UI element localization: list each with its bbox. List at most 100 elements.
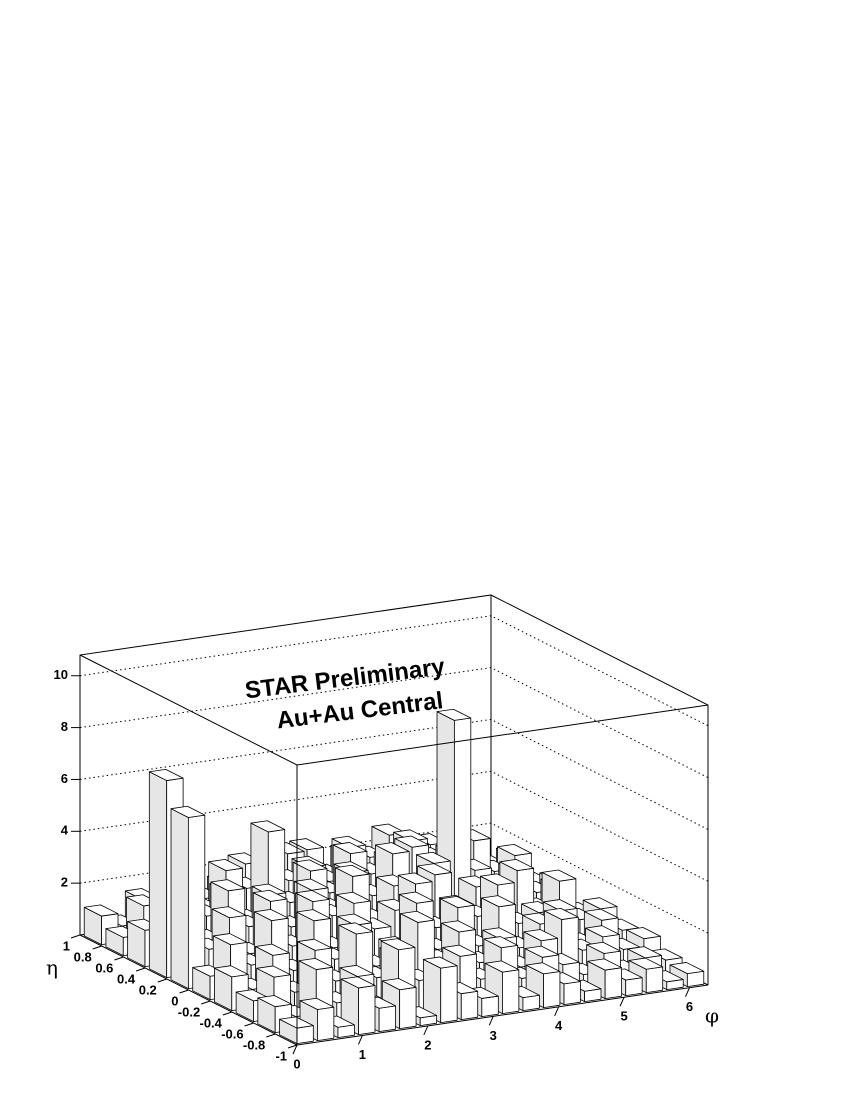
y-axis-label: η <box>46 956 58 980</box>
bar-top <box>481 895 516 908</box>
bar-top <box>340 976 376 989</box>
y-tick <box>222 1011 233 1016</box>
bar-top <box>394 835 429 848</box>
x-tick-label: 4 <box>555 1018 563 1033</box>
bar-top <box>626 927 661 940</box>
bar-front <box>317 1006 335 1042</box>
bar-top <box>524 945 560 958</box>
grid-line <box>79 667 709 779</box>
x-tick <box>292 1044 298 1055</box>
bar-top <box>417 863 452 876</box>
bar-top <box>253 908 289 922</box>
bar-top <box>484 960 520 973</box>
bar-top <box>381 978 417 991</box>
bar-top <box>440 895 475 908</box>
bar-top <box>587 958 623 971</box>
bar-top <box>628 957 664 970</box>
bar-front <box>625 977 643 996</box>
grid-line <box>79 822 709 934</box>
bar-top <box>398 891 434 904</box>
bar <box>170 805 206 990</box>
bar-top <box>480 873 515 886</box>
bar-side <box>170 808 189 990</box>
bar-front <box>358 985 376 1036</box>
bar-top <box>627 946 662 959</box>
bar-top <box>295 890 330 903</box>
x-tick <box>488 1016 494 1026</box>
bar-top <box>482 927 517 940</box>
bar-top <box>397 872 433 885</box>
bar-top <box>543 907 579 920</box>
bar-top <box>335 864 370 877</box>
y-tick-label: -0.8 <box>243 1037 265 1052</box>
bar-top <box>337 913 372 926</box>
bar-top <box>297 938 332 951</box>
frame <box>70 654 709 1055</box>
bar-top <box>400 910 435 923</box>
bar-top <box>416 851 451 864</box>
y-tick-label: 1 <box>63 938 70 953</box>
bar-top <box>393 829 428 842</box>
bar-top <box>523 929 559 942</box>
x-tick-label: 5 <box>620 1009 627 1024</box>
y-tick <box>92 945 102 950</box>
bar-front <box>563 981 581 1005</box>
y-tick <box>244 1022 254 1027</box>
bar <box>422 956 458 1024</box>
bar-top <box>289 838 324 851</box>
x-tick <box>554 1006 560 1017</box>
x-tick <box>619 997 625 1007</box>
bar-top <box>298 957 334 970</box>
bar-front <box>604 967 623 1000</box>
y-tick-label: 0.2 <box>139 982 157 997</box>
y-tick <box>287 1044 298 1049</box>
bar-front <box>543 971 561 1008</box>
bar <box>279 1016 314 1045</box>
z-tick-label: 8 <box>61 719 68 734</box>
bar-top <box>339 964 375 977</box>
bar-top <box>585 925 620 938</box>
y-tick <box>266 1033 276 1038</box>
bar-top <box>208 858 243 871</box>
y-tick-label: 0.6 <box>95 960 113 975</box>
x-tick <box>423 1025 429 1036</box>
z-tick-label: 6 <box>61 771 68 786</box>
x-tick-label: 2 <box>424 1037 431 1052</box>
bar-front <box>481 995 499 1018</box>
z-tick-label: 10 <box>54 667 68 682</box>
bar-top <box>292 859 328 872</box>
grid-line <box>79 718 709 830</box>
grid-line <box>79 615 709 727</box>
y-tick-label: -0.2 <box>178 1004 200 1019</box>
bar-front <box>460 990 479 1021</box>
bar-front <box>502 969 520 1014</box>
x-tick <box>685 987 690 997</box>
bar-top <box>338 922 374 935</box>
bar-top <box>279 1016 314 1029</box>
bar-top <box>210 879 246 892</box>
bar-top <box>422 956 458 969</box>
bar-side <box>148 771 168 979</box>
bar <box>669 962 705 987</box>
bar-top <box>586 941 621 954</box>
x-axis <box>296 984 709 1046</box>
bar-top <box>442 944 478 957</box>
bar-top <box>497 843 532 856</box>
bar-top <box>483 936 519 949</box>
bar-top <box>380 938 416 951</box>
bar-top <box>255 943 290 956</box>
x-tick-label: 1 <box>359 1047 366 1062</box>
y-tick <box>114 956 124 961</box>
grid-line <box>79 770 709 882</box>
bar-top <box>499 858 535 871</box>
y-tick-label: -1 <box>275 1048 287 1063</box>
z-tick-label: 2 <box>61 875 68 890</box>
bar-top <box>170 805 206 818</box>
x-tick <box>357 1035 363 1045</box>
bar-top <box>332 842 368 855</box>
y-tick <box>157 978 167 983</box>
bar-top <box>583 908 619 921</box>
bar-top <box>251 883 287 896</box>
